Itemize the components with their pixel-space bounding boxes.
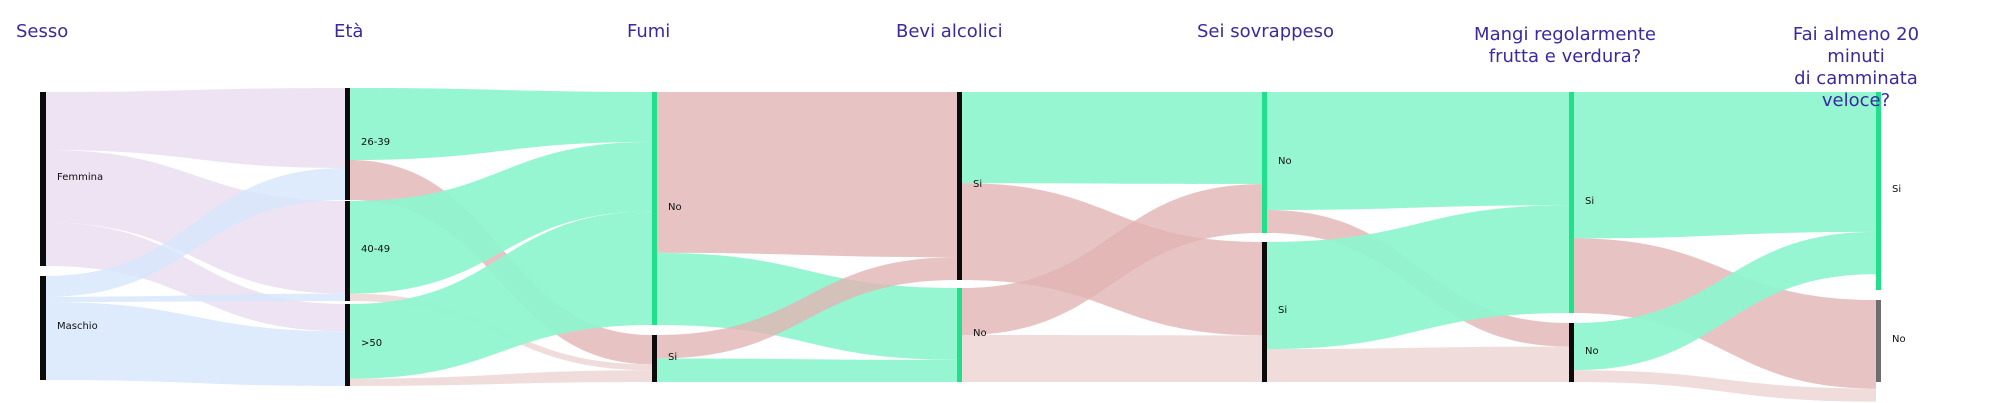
flow-eta_50-to-fumi_si — [350, 370, 652, 386]
node-label-eta-40-49: 40-49 — [361, 244, 391, 255]
node-label-alcol-si: Si — [973, 179, 983, 190]
flow-eta_50-to-fumi_no — [350, 211, 652, 379]
node-sesso-maschio — [40, 276, 46, 380]
flow-alcol_si-to-peso_no — [962, 92, 1262, 185]
flow-alcol_no-to-peso_si — [962, 335, 1262, 382]
column-title-sei-sovrappeso: Sei sovrappeso — [1197, 21, 1335, 42]
node-label-sesso-femmina: Femmina — [57, 172, 104, 183]
node-peso-no — [1262, 92, 1267, 233]
sankey-nodes — [40, 88, 1881, 386]
node-label-cammina-si: Si — [1892, 184, 1902, 195]
flow-eta_26_39-to-fumi_no — [350, 88, 652, 160]
node-alcol-no — [957, 288, 962, 382]
node-alcol-si — [957, 92, 962, 280]
node-label-peso-si: Si — [1278, 305, 1288, 316]
node-fumi-si — [652, 335, 657, 382]
node-cammina-no — [1876, 300, 1881, 382]
flow-alcol_no-to-peso_no — [962, 184, 1262, 335]
column-title-bevi-alcolici: Bevi alcolici — [896, 21, 1003, 42]
flow-fumi_no-to-alcol_si — [657, 92, 957, 258]
flow-sesso_maschio-to-eta_26_39 — [46, 168, 345, 297]
node-eta-40-49 — [345, 201, 350, 301]
flow-eta_40_49-to-fumi_no — [350, 141, 652, 294]
column-title-camminata: Fai almeno 20 minuti di camminata veloce… — [1792, 24, 1920, 111]
node-label-cammina-no: No — [1892, 334, 1906, 345]
node-label-fumi-si: Si — [668, 351, 678, 363]
node-fumi-no — [652, 92, 657, 325]
node-label-peso-no: No — [1278, 155, 1292, 167]
flow-sesso_maschio-to-eta_40_49 — [46, 293, 345, 302]
node-eta-50 — [345, 304, 350, 386]
column-title-frutta-verdura: Mangi regolarmente frutta e verdura? — [1474, 24, 1656, 67]
node-label-alcol-no: No — [973, 328, 987, 339]
column-title-sesso: Sesso — [16, 21, 69, 42]
node-label-eta-50: >50 — [361, 338, 383, 349]
flow-fumi_si-to-alcol_no — [657, 358, 957, 382]
node-sesso-femmina — [40, 92, 46, 266]
node-label-eta-26-39: 26-39 — [361, 137, 391, 148]
flow-sesso_maschio-to-eta_50 — [46, 302, 345, 386]
node-peso-si — [1262, 242, 1267, 382]
node-label-sesso-maschio: Maschio — [57, 321, 98, 332]
flow-peso_si-to-frutta_no — [1267, 346, 1569, 382]
flow-frutta_no-to-cammina_no — [1574, 370, 1876, 402]
node-label-frutta-no: No — [1585, 345, 1599, 357]
sankey-links — [46, 88, 1876, 402]
node-frutta-no — [1569, 323, 1574, 382]
flow-fumi_si-to-alcol_si — [657, 257, 957, 359]
flow-sesso_femmina-to-eta_50 — [46, 222, 345, 332]
column-title-eta: Età — [334, 21, 364, 42]
node-frutta-si — [1569, 92, 1574, 313]
node-eta-26-39 — [345, 88, 350, 200]
node-label-fumi-no: No — [668, 201, 682, 213]
flow-sesso_femmina-to-eta_40_49 — [46, 150, 345, 294]
node-cammina-si — [1876, 92, 1881, 290]
flow-sesso_femmina-to-eta_26_39 — [46, 88, 345, 168]
node-label-frutta-si: Si — [1585, 195, 1595, 207]
flow-peso_no-to-frutta_si — [1267, 92, 1569, 210]
column-title-fumi: Fumi — [627, 21, 671, 42]
flow-frutta_no-to-cammina_si — [1574, 231, 1876, 371]
flow-frutta_si-to-cammina_si — [1574, 92, 1876, 239]
flow-peso_si-to-frutta_si — [1267, 205, 1569, 350]
